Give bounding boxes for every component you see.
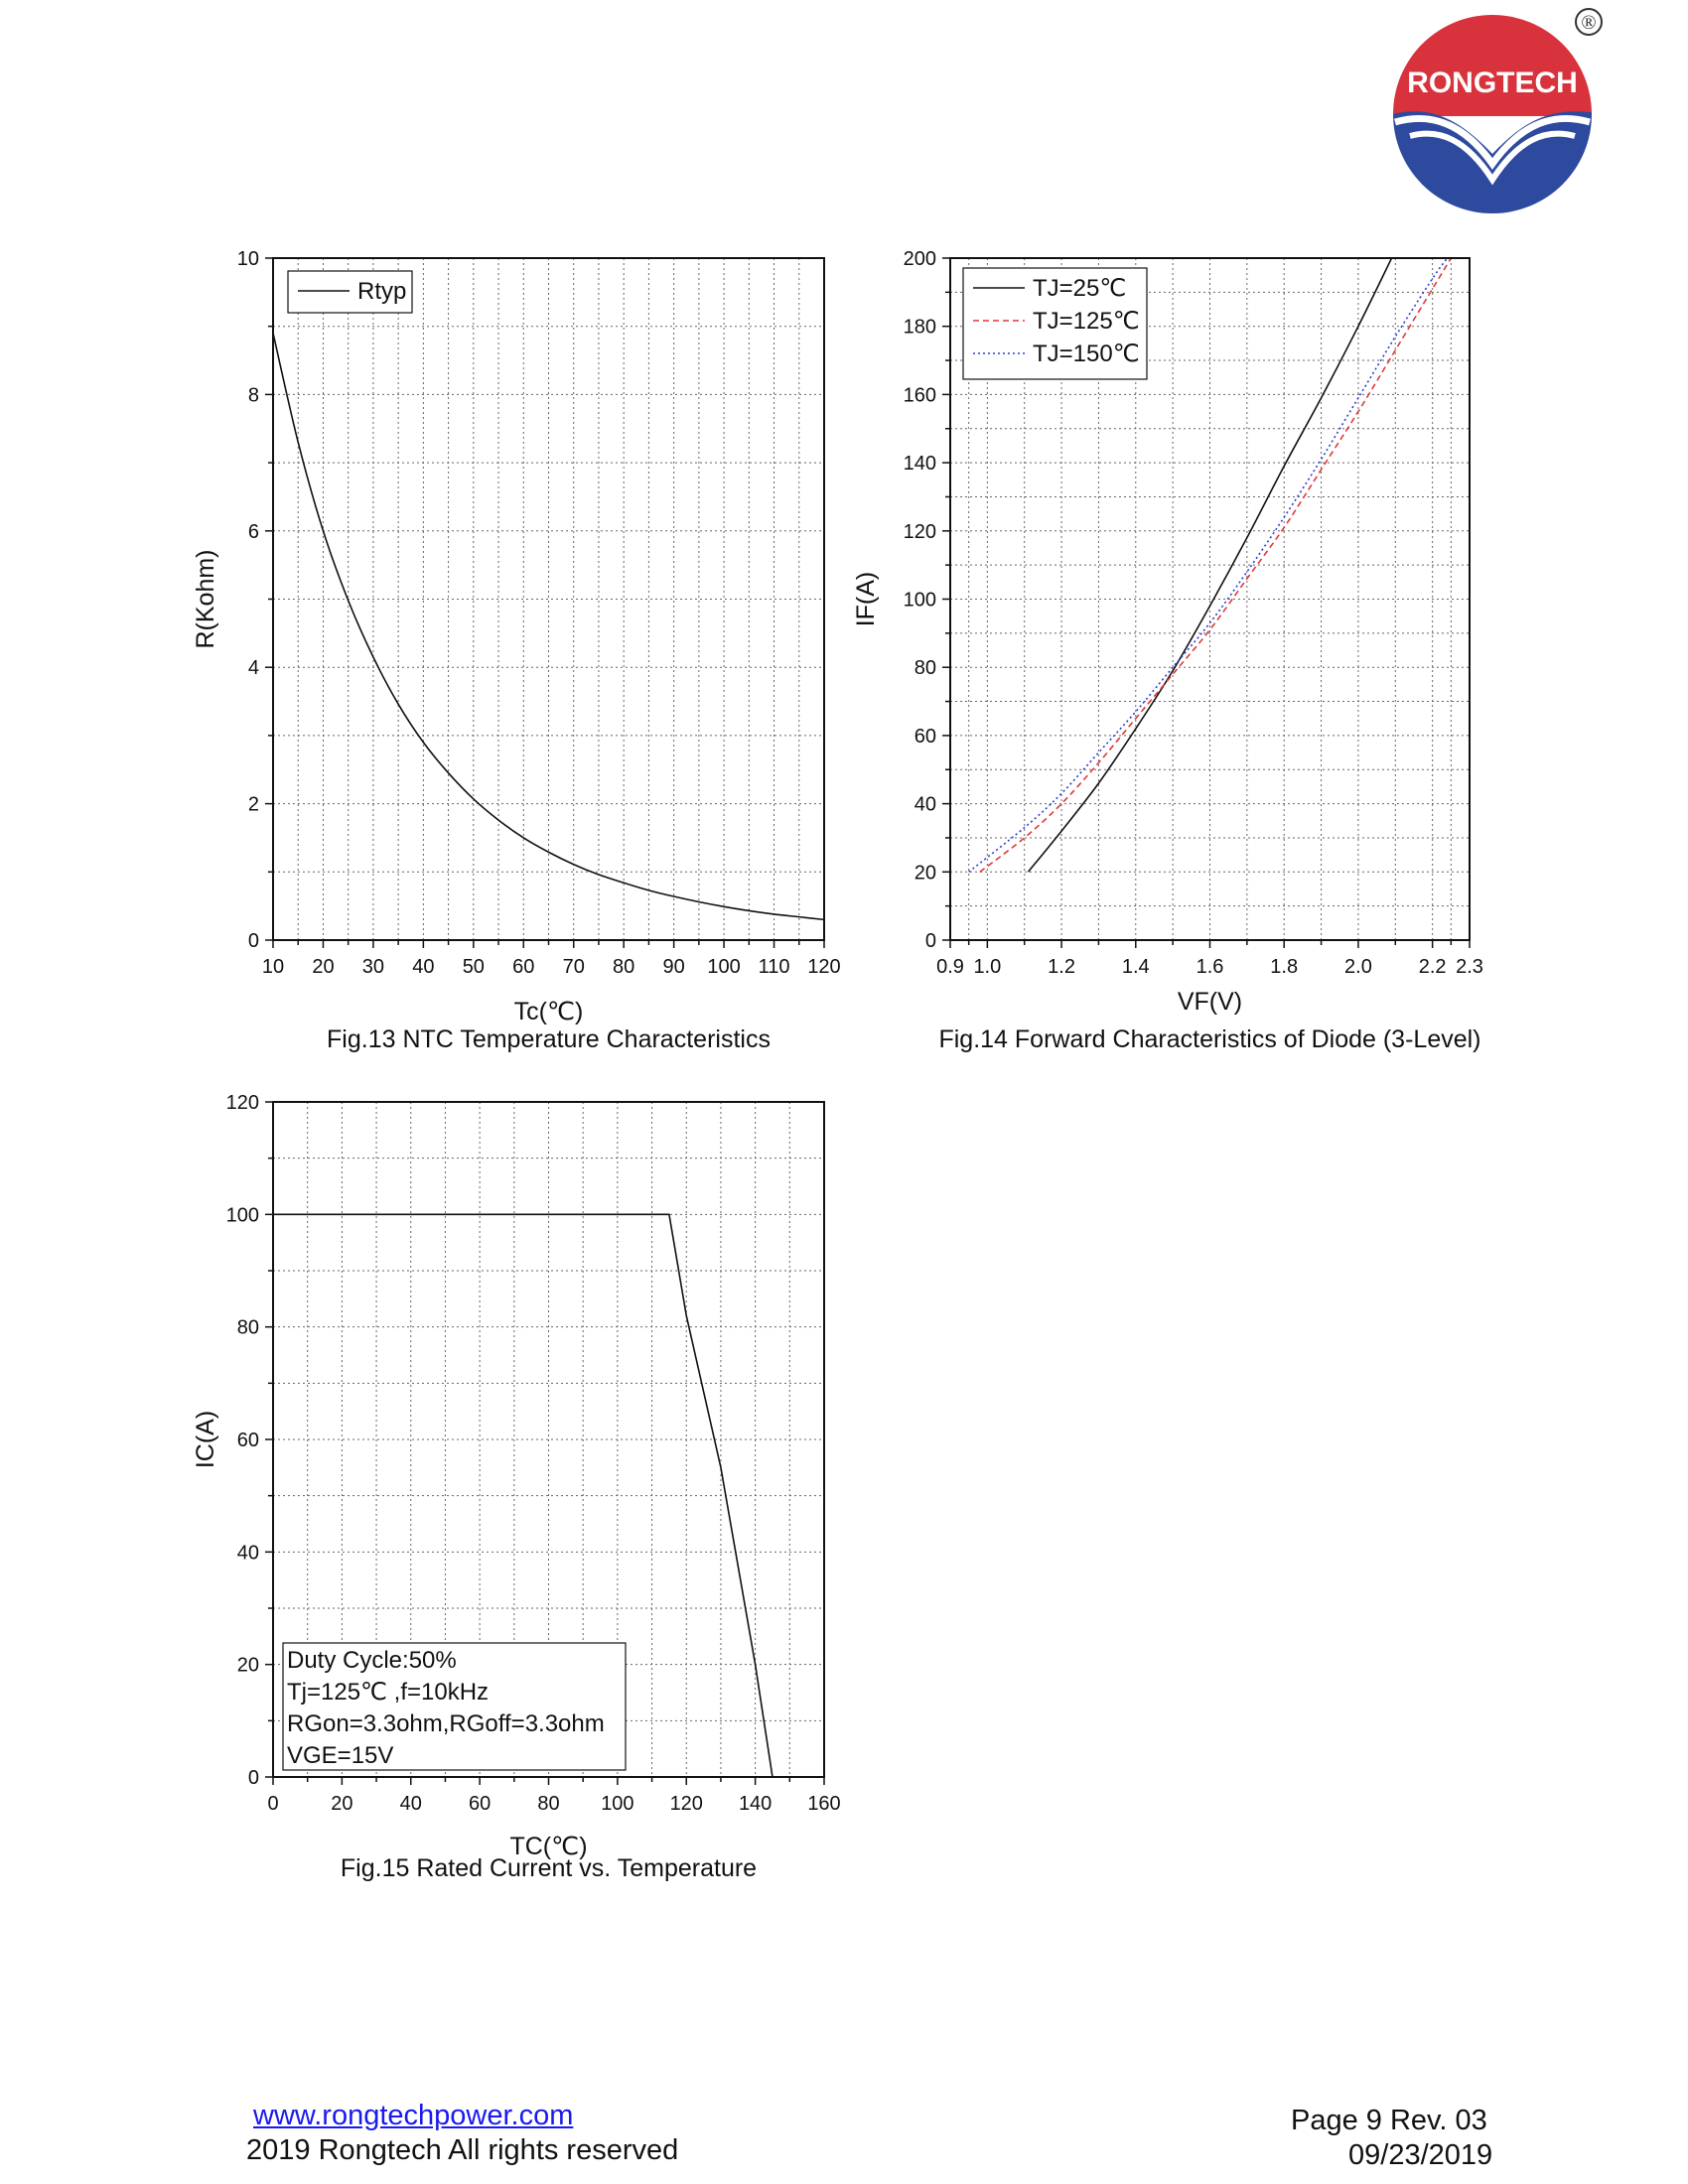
- x-tick-label: 20: [331, 1793, 352, 1815]
- x-tick-label: 2.3: [1456, 956, 1483, 978]
- figure-caption: Fig.14 Forward Characteristics of Diode …: [938, 1025, 1480, 1053]
- series-line-1: [1027, 258, 1393, 873]
- x-tick-label: 40: [412, 956, 434, 978]
- x-tick-label: 30: [362, 956, 384, 978]
- x-tick-label: 1.4: [1122, 956, 1150, 978]
- conditions-annotation: Duty Cycle:50% Tj=125℃ ,f=10kHz RGon=3.3oh…: [282, 1642, 627, 1771]
- series-line-2: [979, 258, 1453, 873]
- y-tick-label: 8: [248, 384, 259, 406]
- plot-frame: [272, 257, 825, 941]
- logo-wordmark: RONGTECH: [1407, 67, 1578, 99]
- y-tick-label: 40: [914, 794, 936, 816]
- y-tick-label: 100: [226, 1204, 259, 1226]
- figure-caption: Fig.15 Rated Current vs. Temperature: [341, 1854, 757, 1882]
- annotation-line: Duty Cycle:50%: [287, 1647, 457, 1674]
- y-tick-label: 40: [237, 1542, 259, 1564]
- x-tick-label: 1.2: [1048, 956, 1075, 978]
- x-tick-label: 90: [663, 956, 685, 978]
- x-tick-label: 120: [670, 1793, 703, 1815]
- x-axis-label: Tc(℃): [514, 998, 584, 1025]
- x-tick-label: 2.0: [1344, 956, 1372, 978]
- x-tick-label: 70: [563, 956, 585, 978]
- y-axis-label: IC(A): [192, 1411, 219, 1468]
- legend-entry: TJ=150℃: [1033, 341, 1140, 367]
- legend-box: [962, 267, 1148, 380]
- website-link[interactable]: www.rongtechpower.com: [253, 2100, 574, 2131]
- legend-entry: TJ=25℃: [1033, 275, 1126, 302]
- x-tick-label: 100: [601, 1793, 633, 1815]
- x-tick-label: 0.9: [936, 956, 964, 978]
- y-axis-label: R(Kohm): [192, 549, 219, 648]
- x-tick-label: 100: [707, 956, 740, 978]
- x-tick-label: 20: [312, 956, 334, 978]
- x-tick-label: 160: [807, 1793, 840, 1815]
- y-tick-label: 0: [248, 1767, 259, 1789]
- annotation-line: Tj=125℃ ,f=10kHz: [287, 1679, 489, 1706]
- legend-entry: Rtyp: [357, 278, 406, 305]
- y-tick-label: 60: [914, 726, 936, 748]
- y-tick-label: 0: [248, 930, 259, 952]
- annotation-box: [282, 1642, 627, 1771]
- y-tick-label: 120: [226, 1092, 259, 1114]
- y-tick-label: 20: [914, 862, 936, 884]
- fig14-diode-forward-chart: 0.9 1.0 1.2 1.4 1.6 1.8 2.0 2.2 2.3 0 20 40 60 80 100 1…: [852, 248, 1483, 1053]
- x-tick-label: 1.6: [1196, 956, 1224, 978]
- series-line-1: [273, 333, 824, 921]
- x-tick-label: 80: [613, 956, 634, 978]
- y-tick-label: 140: [904, 453, 936, 475]
- series-line-1: [273, 1213, 774, 1777]
- annotation-line: RGon=3.3ohm,RGoff=3.3ohm: [287, 1710, 605, 1737]
- y-tick-label: 60: [237, 1430, 259, 1451]
- y-tick-label: 6: [248, 521, 259, 543]
- registered-mark: ®: [1581, 12, 1596, 34]
- annotation-line: VGE=15V: [287, 1742, 393, 1769]
- y-tick-label: 80: [914, 657, 936, 679]
- figure-caption: Fig.13 NTC Temperature Characteristics: [327, 1025, 771, 1053]
- x-tick-label: 140: [739, 1793, 772, 1815]
- x-tick-label: 60: [512, 956, 534, 978]
- x-tick-label: 1.8: [1270, 956, 1298, 978]
- legend-box: [287, 270, 413, 314]
- y-tick-label: 10: [237, 248, 259, 270]
- y-tick-label: 180: [904, 317, 936, 339]
- y-tick-label: 160: [904, 384, 936, 406]
- x-axis-label: TC(℃): [509, 1833, 587, 1860]
- y-axis-label: IF(A): [852, 572, 880, 627]
- y-tick-label: 2: [248, 794, 259, 816]
- fig13-ntc-chart: 10 20 30 40 50 60 70 80 90 100 110 120 0 2 4 6 8 10 R(Koh…: [192, 248, 841, 1053]
- y-tick-label: 20: [237, 1655, 259, 1677]
- x-axis-label: VF(V): [1178, 988, 1242, 1016]
- y-tick-label: 80: [237, 1317, 259, 1339]
- x-tick-label: 2.2: [1419, 956, 1447, 978]
- chart-legend: Rtyp: [287, 270, 413, 314]
- copyright-text: 2019 Rongtech All rights reserved: [246, 2134, 679, 2166]
- plot-frame: [949, 257, 1471, 941]
- x-tick-label: 1.0: [973, 956, 1001, 978]
- rongtech-logo: RONGTECH ®: [1393, 8, 1603, 213]
- y-tick-label: 120: [904, 521, 936, 543]
- x-tick-label: 50: [463, 956, 485, 978]
- y-tick-label: 0: [925, 930, 936, 952]
- x-tick-label: 0: [267, 1793, 278, 1815]
- legend-entry: TJ=125℃: [1033, 308, 1140, 335]
- x-tick-label: 110: [759, 956, 790, 978]
- plot-frame: [272, 1101, 825, 1778]
- x-tick-label: 120: [807, 956, 840, 978]
- y-tick-label: 200: [904, 248, 936, 270]
- y-tick-label: 100: [904, 590, 936, 612]
- y-tick-label: 4: [248, 657, 259, 679]
- chart-legend: TJ=25℃ TJ=125℃ TJ=150℃: [962, 267, 1148, 380]
- revision-date: 09/23/2019: [1348, 2139, 1493, 2171]
- x-tick-label: 80: [537, 1793, 559, 1815]
- page-revision: Page 9 Rev. 03: [1291, 2105, 1487, 2136]
- fig15-rated-current-chart: 0 20 40 60 80 100 120 140 160 0 20 40 60 80 100 120 IC(…: [192, 1092, 841, 1882]
- x-tick-label: 60: [469, 1793, 491, 1815]
- x-tick-label: 10: [262, 956, 284, 978]
- x-tick-label: 40: [400, 1793, 422, 1815]
